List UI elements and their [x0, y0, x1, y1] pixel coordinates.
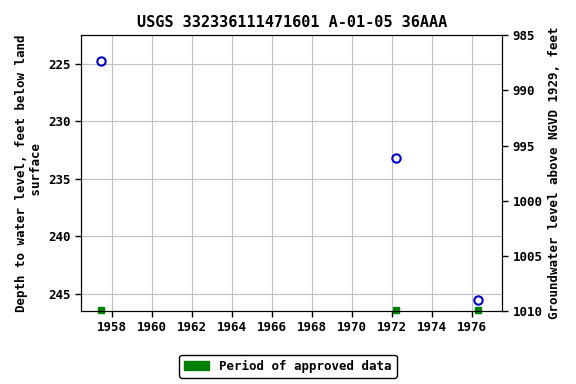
Y-axis label: Depth to water level, feet below land
 surface: Depth to water level, feet below land su… [15, 35, 43, 312]
Title: USGS 332336111471601 A-01-05 36AAA: USGS 332336111471601 A-01-05 36AAA [137, 15, 447, 30]
Y-axis label: Groundwater level above NGVD 1929, feet: Groundwater level above NGVD 1929, feet [548, 27, 561, 319]
Legend: Period of approved data: Period of approved data [179, 355, 397, 378]
